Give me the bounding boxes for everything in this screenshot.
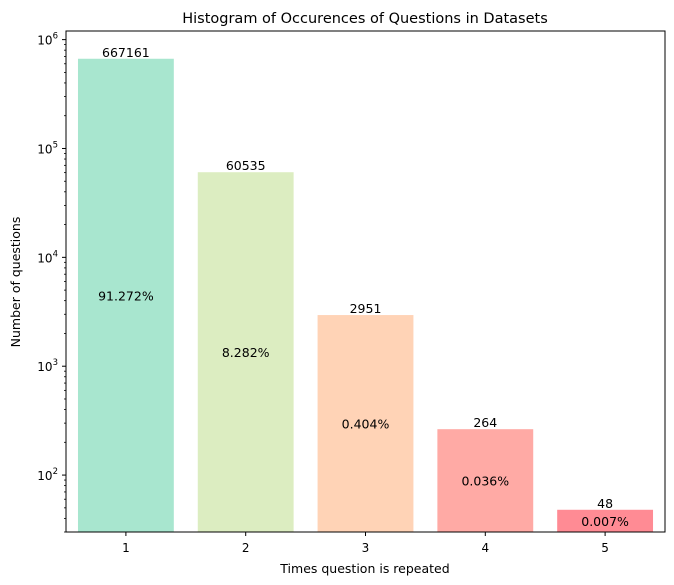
bar-percent-label: 8.282% [222,345,270,360]
bars-layer [77,58,654,533]
y-tick-label: 102 [37,467,58,483]
bar [77,58,174,533]
chart-title: Histogram of Occurences of Questions in … [182,11,548,27]
bar-percent-label: 0.007% [581,514,629,529]
bar [557,509,654,532]
x-tick-label: 4 [481,541,489,555]
bar-percent-label: 91.272% [98,288,154,303]
x-tick-label: 5 [601,541,609,555]
y-tick-label: 106 [37,32,58,48]
y-tick-label: 103 [37,358,58,374]
x-tick-label: 1 [122,541,130,555]
bar-value-label: 2951 [350,301,382,316]
y-tick-label: 104 [37,249,58,265]
bar-percent-label: 0.404% [342,417,390,432]
x-tick-label: 3 [362,541,370,555]
bar-percent-label: 0.036% [461,474,509,489]
bar-value-label: 48 [597,496,613,511]
bar [317,315,414,532]
x-axis: 1 2 3 4 5 [122,532,609,555]
bar-value-label: 60535 [226,158,266,173]
labels-layer: 667161 91.272% 60535 8.282% 2951 0.404% 264 0.0… [98,45,629,529]
y-axis-label: Number of questions [8,217,23,348]
bar-value-label: 264 [473,415,497,430]
y-tick-label: 105 [37,140,58,156]
y-axis: 102 103 104 105 106 [37,32,66,533]
bar [197,172,294,532]
x-axis-label: Times question is repeated [279,561,449,576]
bar [437,429,534,532]
x-tick-label: 2 [242,541,250,555]
bar-value-label: 667161 [102,45,150,60]
plot-frame [65,30,666,533]
